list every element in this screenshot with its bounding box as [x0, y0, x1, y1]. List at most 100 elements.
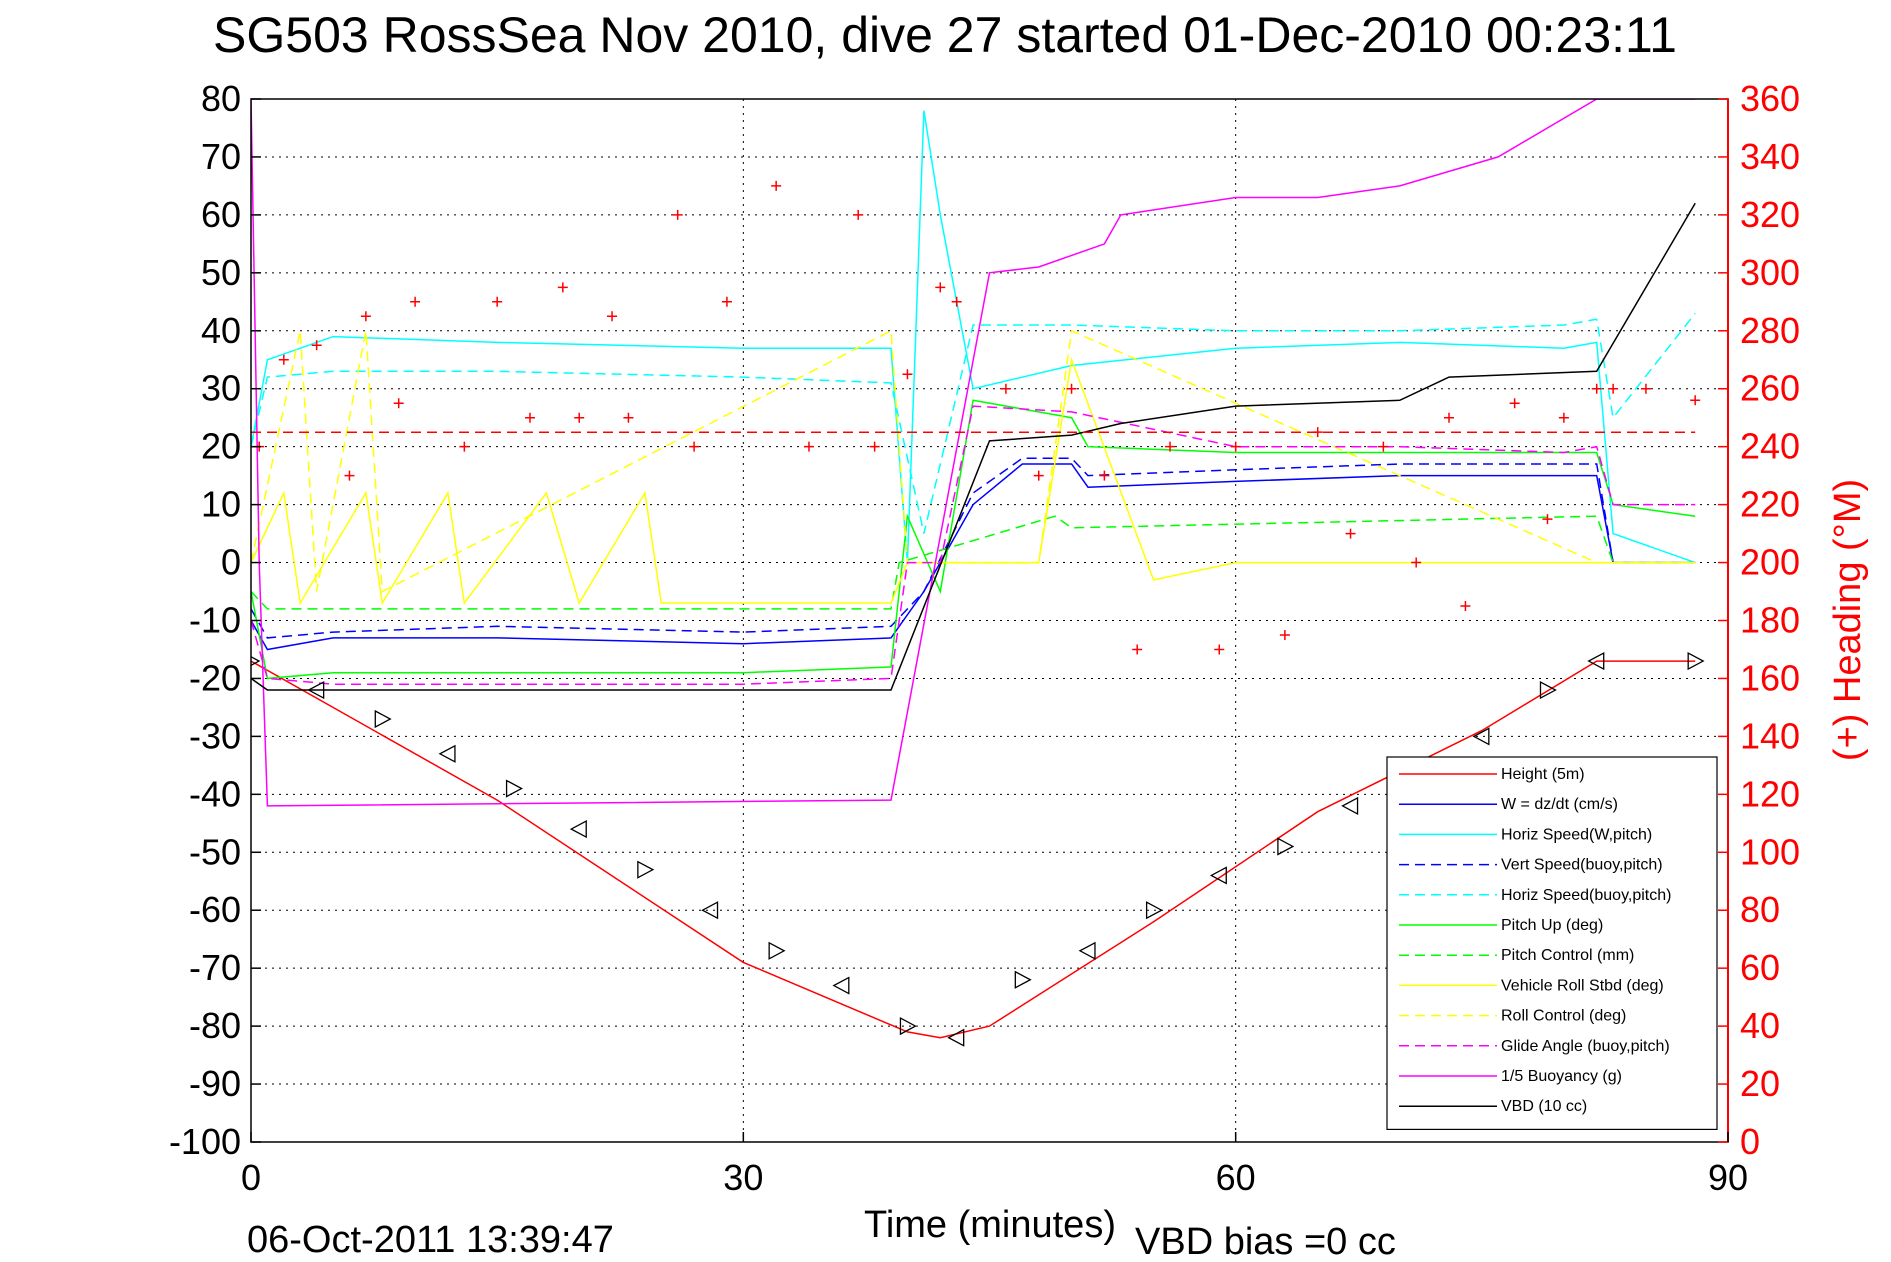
right-y-tick-label: 260	[1740, 368, 1800, 409]
depth-marker	[1209, 866, 1227, 885]
vbd-bias-footer: VBD bias =0 cc	[1135, 1221, 1396, 1262]
right-y-tick-label: 20	[1740, 1063, 1780, 1104]
y-tick-label: -20	[189, 657, 241, 698]
legend-label: Glide Angle (buoy,pitch)	[1501, 1038, 1670, 1055]
legend-label: Height (5m)	[1501, 766, 1585, 783]
heading-marker	[1591, 383, 1602, 394]
right-y-tick-label: 220	[1740, 484, 1800, 525]
heading-marker	[1460, 601, 1471, 612]
heading-marker	[1640, 383, 1651, 394]
depth-marker	[832, 976, 850, 995]
series-line	[251, 99, 1696, 807]
series-line	[251, 457, 1696, 639]
depth-marker	[947, 1028, 965, 1047]
right-y-tick-label: 280	[1740, 310, 1800, 351]
depth-marker	[1145, 901, 1163, 920]
y-tick-label: 10	[201, 484, 241, 525]
y-tick-label: 60	[201, 194, 241, 235]
y-tick-label: 50	[201, 252, 241, 293]
legend-label: 1/5 Buoyancy (g)	[1501, 1068, 1622, 1085]
depth-marker	[1472, 727, 1490, 746]
right-y-tick-label: 160	[1740, 657, 1800, 698]
legend-label: Vert Speed(buoy,pitch)	[1501, 857, 1663, 874]
heading-marker	[1066, 383, 1077, 394]
depth-marker	[438, 744, 456, 763]
depth-marker	[1341, 796, 1359, 816]
heading-marker	[1542, 514, 1553, 525]
heading-marker	[1558, 412, 1569, 423]
heading-marker	[360, 311, 371, 322]
heading-marker	[311, 340, 322, 351]
legend-label: Vehicle Roll Stbd (deg)	[1501, 977, 1664, 994]
depth-marker	[899, 1017, 917, 1036]
heading-marker	[1279, 629, 1290, 640]
right-y-tick-label: 180	[1740, 600, 1800, 641]
timestamp-footer: 06-Oct-2011 13:39:47	[247, 1219, 614, 1261]
depth-marker	[505, 779, 523, 798]
heading-marker	[1165, 441, 1176, 452]
heading-marker	[344, 470, 355, 481]
y-tick-label: 30	[201, 368, 241, 409]
heading-marker	[574, 412, 585, 423]
right-y-tick-label: 240	[1740, 426, 1800, 467]
heading-marker	[935, 282, 946, 293]
heading-marker	[1132, 644, 1143, 655]
right-y-axis-label: (+) Heading (°M)	[1827, 479, 1869, 761]
right-y-tick-label: 360	[1740, 78, 1800, 119]
x-ticks: 0 30 60 90	[241, 1132, 1748, 1198]
y-tick-label: -50	[189, 831, 241, 872]
heading-marker	[869, 441, 880, 452]
heading-marker	[524, 412, 535, 423]
x-tick-label: 90	[1708, 1157, 1748, 1198]
heading-marker	[721, 296, 732, 307]
depth-marker	[637, 860, 655, 879]
depth-marker	[1014, 970, 1032, 989]
heading-marker	[1509, 398, 1520, 409]
series-line	[251, 463, 1696, 651]
y-tick-label: -10	[189, 600, 241, 641]
legend-box	[1386, 756, 1718, 1130]
heading-marker	[557, 282, 568, 293]
right-y-tick-label: 100	[1740, 831, 1800, 872]
x-axis-label: Time (minutes)	[864, 1204, 1116, 1246]
y-tick-label: -90	[189, 1063, 241, 1104]
y-tick-label: 70	[201, 136, 241, 177]
legend-label: Horiz Speed(W,pitch)	[1501, 826, 1652, 843]
heading-marker	[1378, 441, 1389, 452]
right-y-tick-label: 320	[1740, 194, 1800, 235]
heading-marker	[492, 296, 503, 307]
depth-marker	[1587, 651, 1605, 671]
legend-label: VBD (10 cc)	[1501, 1098, 1587, 1115]
series-line	[251, 312, 1696, 534]
y-tick-label: -100	[169, 1121, 241, 1162]
right-y-tick-label: 0	[1740, 1121, 1760, 1162]
x-tick-label: 0	[241, 1157, 261, 1198]
heading-marker	[689, 441, 700, 452]
series-group	[251, 99, 1705, 1047]
heading-marker	[410, 296, 421, 307]
depth-marker	[374, 709, 392, 729]
heading-marker	[803, 441, 814, 452]
right-y-tick-label: 300	[1740, 252, 1800, 293]
heading-marker	[771, 180, 782, 191]
series-line	[251, 515, 1696, 610]
x-tick-label: 60	[1216, 1157, 1256, 1198]
series-line	[251, 660, 1696, 1039]
right-y-ticks: 3603403203002802602402202001801601401201…	[1718, 78, 1800, 1162]
series-line	[251, 202, 1696, 691]
heading-marker	[1608, 383, 1619, 394]
right-y-tick-label: 40	[1740, 1005, 1780, 1046]
y-tick-label: -30	[189, 715, 241, 756]
heading-marker	[853, 209, 864, 220]
heading-marker	[1000, 383, 1011, 394]
heading-marker	[1345, 528, 1356, 539]
heading-marker	[607, 311, 618, 322]
series-line	[251, 356, 1696, 606]
right-y-tick-label: 120	[1740, 773, 1800, 814]
depth-marker	[701, 901, 719, 920]
heading-marker	[1099, 470, 1110, 481]
right-y-tick-label: 140	[1740, 715, 1800, 756]
heading-marker	[902, 369, 913, 380]
right-y-tick-label: 340	[1740, 136, 1800, 177]
x-tick-label: 30	[723, 1157, 763, 1198]
